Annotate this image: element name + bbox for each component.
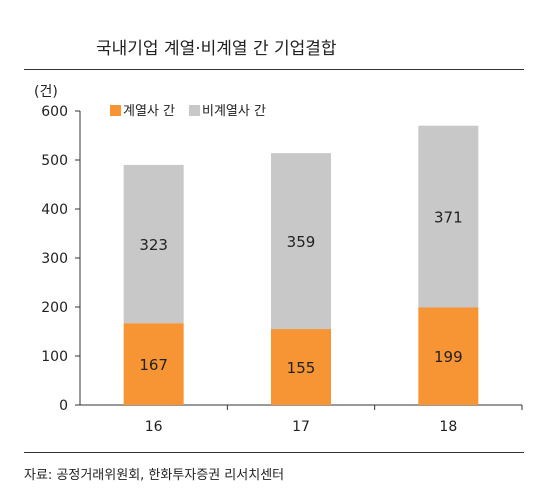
legend-label: 계열사 간 <box>123 104 175 119</box>
data-label: 155 <box>287 359 316 377</box>
y-tick-label: 500 <box>41 153 68 169</box>
data-label: 359 <box>287 233 316 251</box>
legend-label: 비계열사 간 <box>202 104 266 119</box>
data-label: 323 <box>139 236 168 254</box>
y-tick-label: 600 <box>41 104 68 120</box>
y-unit-label: (건) <box>34 84 58 100</box>
x-tick-label: 16 <box>145 419 163 435</box>
data-label: 371 <box>434 209 463 227</box>
x-tick-label: 18 <box>439 419 457 435</box>
y-tick-label: 400 <box>41 202 68 218</box>
chart-title: 국내기업 계열·비계열 간 기업결합 <box>96 39 337 59</box>
bar-segment-affiliate <box>271 329 331 405</box>
bar-segment-non-affiliate <box>271 153 331 330</box>
chart-bars: 167 323 155 359 199 371 <box>123 125 479 405</box>
y-tick-label: 200 <box>41 300 68 316</box>
x-tick-label: 17 <box>292 419 310 435</box>
title-divider <box>24 69 524 70</box>
bar-segment-non-affiliate <box>123 164 184 324</box>
bar-segment-affiliate <box>418 307 479 405</box>
source-divider <box>24 452 524 453</box>
legend-swatch <box>110 105 121 116</box>
data-label: 167 <box>139 356 168 374</box>
data-label: 199 <box>434 348 463 366</box>
y-tick-label: 0 <box>59 398 68 414</box>
source-note: 자료: 공정거래위원회, 한화투자증권 리서치센터 <box>24 468 285 483</box>
bar-segment-affiliate <box>123 323 184 405</box>
y-tick-label: 100 <box>41 349 68 365</box>
y-tick-label: 300 <box>41 251 68 267</box>
bar-segment-non-affiliate <box>418 125 479 308</box>
legend-swatch <box>188 105 200 116</box>
chart-legend: 계열사 간 비계열사 간 <box>110 104 266 119</box>
